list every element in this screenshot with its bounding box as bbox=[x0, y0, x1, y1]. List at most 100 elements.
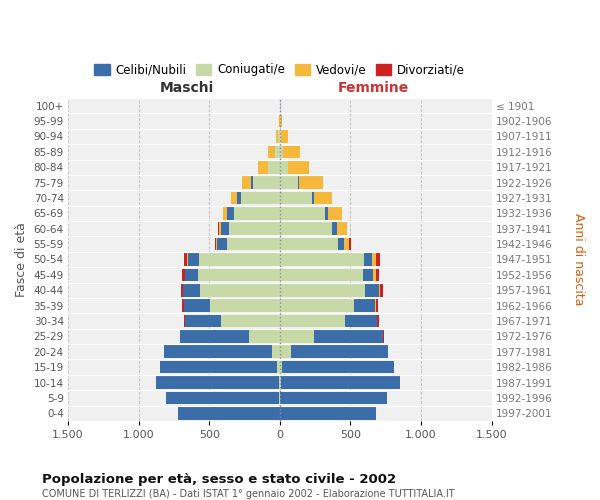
Bar bbox=[379, 284, 380, 296]
Bar bbox=[291, 346, 388, 358]
Bar bbox=[280, 330, 314, 342]
Bar bbox=[181, 284, 183, 296]
Bar bbox=[227, 238, 280, 250]
Bar bbox=[268, 146, 275, 158]
Bar bbox=[227, 207, 235, 220]
Text: Popolazione per età, sesso e stato civile - 2002: Popolazione per età, sesso e stato civil… bbox=[42, 472, 396, 486]
Bar bbox=[199, 253, 280, 266]
Bar bbox=[338, 238, 344, 250]
Bar bbox=[373, 268, 376, 281]
Bar bbox=[182, 300, 184, 312]
Bar bbox=[375, 300, 376, 312]
Bar bbox=[349, 238, 351, 250]
Bar bbox=[325, 207, 328, 220]
Bar bbox=[372, 253, 376, 266]
Bar bbox=[280, 284, 365, 296]
Bar bbox=[280, 161, 288, 173]
Bar bbox=[280, 314, 345, 328]
Bar bbox=[253, 176, 280, 189]
Text: Femmine: Femmine bbox=[337, 81, 409, 95]
Bar bbox=[182, 268, 185, 281]
Bar bbox=[221, 222, 229, 235]
Bar bbox=[217, 238, 227, 250]
Bar bbox=[231, 192, 238, 204]
Bar bbox=[242, 176, 251, 189]
Bar bbox=[216, 238, 217, 250]
Bar bbox=[277, 361, 280, 374]
Bar bbox=[280, 376, 281, 389]
Bar bbox=[283, 146, 300, 158]
Bar bbox=[250, 330, 280, 342]
Bar bbox=[298, 176, 299, 189]
Y-axis label: Fasce di età: Fasce di età bbox=[15, 222, 28, 297]
Bar bbox=[280, 407, 376, 420]
Bar bbox=[251, 176, 253, 189]
Bar bbox=[344, 238, 349, 250]
Bar bbox=[184, 284, 200, 296]
Bar bbox=[156, 376, 279, 389]
Bar bbox=[215, 238, 216, 250]
Bar bbox=[184, 253, 187, 266]
Bar bbox=[383, 330, 384, 342]
Bar bbox=[223, 207, 227, 220]
Bar bbox=[312, 192, 314, 204]
Bar bbox=[364, 253, 372, 266]
Bar bbox=[185, 314, 221, 328]
Bar bbox=[280, 222, 332, 235]
Bar bbox=[259, 161, 268, 173]
Bar bbox=[238, 192, 241, 204]
Bar bbox=[280, 300, 354, 312]
Bar bbox=[275, 146, 280, 158]
Bar bbox=[197, 268, 280, 281]
Bar bbox=[314, 330, 383, 342]
Bar bbox=[221, 314, 280, 328]
Bar bbox=[279, 376, 280, 389]
Bar bbox=[178, 407, 280, 420]
Bar bbox=[184, 300, 211, 312]
Bar bbox=[328, 207, 342, 220]
Bar bbox=[279, 115, 280, 128]
Bar bbox=[280, 268, 363, 281]
Bar bbox=[377, 314, 379, 328]
Bar bbox=[241, 192, 280, 204]
Text: Maschi: Maschi bbox=[160, 81, 214, 95]
Bar bbox=[337, 222, 347, 235]
Bar bbox=[280, 207, 325, 220]
Bar bbox=[281, 376, 400, 389]
Bar bbox=[280, 238, 338, 250]
Bar bbox=[376, 253, 380, 266]
Bar bbox=[283, 361, 394, 374]
Bar bbox=[280, 346, 291, 358]
Bar bbox=[211, 300, 280, 312]
Bar bbox=[280, 176, 298, 189]
Bar bbox=[166, 392, 280, 404]
Bar bbox=[280, 146, 283, 158]
Bar bbox=[380, 284, 383, 296]
Bar bbox=[280, 361, 283, 374]
Bar bbox=[268, 161, 280, 173]
Bar bbox=[278, 130, 280, 143]
Bar bbox=[185, 268, 197, 281]
Bar bbox=[275, 130, 278, 143]
Bar bbox=[180, 330, 250, 342]
Bar bbox=[200, 284, 280, 296]
Bar bbox=[288, 161, 309, 173]
Bar bbox=[184, 314, 185, 328]
Bar bbox=[235, 207, 280, 220]
Bar bbox=[365, 284, 379, 296]
Bar bbox=[164, 346, 272, 358]
Bar bbox=[218, 222, 221, 235]
Bar bbox=[332, 222, 337, 235]
Y-axis label: Anni di nascita: Anni di nascita bbox=[572, 213, 585, 306]
Bar bbox=[272, 346, 280, 358]
Bar bbox=[354, 300, 375, 312]
Bar bbox=[280, 115, 282, 128]
Bar bbox=[314, 192, 332, 204]
Bar bbox=[280, 392, 388, 404]
Bar bbox=[345, 314, 377, 328]
Bar bbox=[280, 130, 281, 143]
Legend: Celibi/Nubili, Coniugati/e, Vedovi/e, Divorziati/e: Celibi/Nubili, Coniugati/e, Vedovi/e, Di… bbox=[90, 58, 470, 81]
Bar bbox=[281, 130, 288, 143]
Bar bbox=[188, 253, 199, 266]
Bar bbox=[376, 300, 377, 312]
